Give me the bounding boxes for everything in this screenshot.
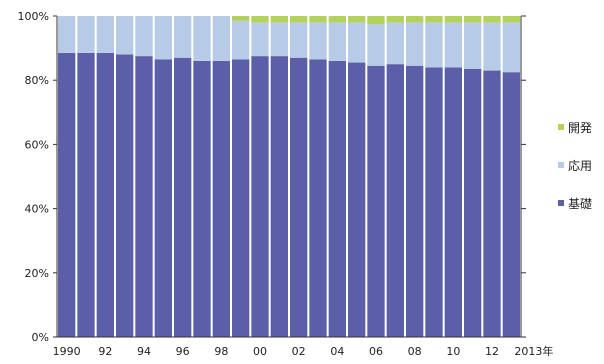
bar-2013-series-2: [502, 16, 520, 23]
x-end-label: 2013年: [514, 344, 553, 358]
bar-94-series-0: [135, 56, 153, 338]
bar-99-series-2: [232, 16, 250, 21]
bar-10-series-1: [444, 22, 462, 68]
bar-96-series-1: [174, 16, 192, 58]
legend-swatch: [558, 162, 564, 168]
bar-99-series-1: [232, 20, 250, 60]
bar-01-series-2: [270, 16, 288, 23]
bar-06-series-1: [367, 24, 385, 66]
bar-97-series-0: [193, 60, 211, 337]
bar-09-series-0: [425, 67, 443, 338]
bar-08-series-2: [406, 16, 424, 23]
bar-07-series-0: [386, 64, 404, 338]
bar-92-series-1: [96, 16, 114, 53]
bar-07-series-2: [386, 16, 404, 23]
bar-03-series-2: [309, 16, 327, 23]
y-tick-label: 60%: [25, 138, 49, 151]
x-tick-label: 08: [408, 345, 422, 358]
x-tick-label: 02: [292, 345, 306, 358]
axes-group: 0% 20% 40% 60% 80% 100% 1990 92 94 96 98 00 02 04 06 08…: [18, 10, 554, 358]
bar-09-series-1: [425, 22, 443, 68]
bar-95-series-1: [154, 16, 172, 60]
bar-11-series-0: [464, 68, 482, 337]
bar-98-series-0: [212, 60, 230, 337]
x-tick-label: 1990: [53, 345, 81, 358]
bar-95-series-0: [154, 59, 172, 337]
bar-02-series-2: [290, 16, 308, 23]
bar-08-series-1: [406, 22, 424, 66]
x-tick-label: 94: [137, 345, 151, 358]
bar-12-series-0: [483, 70, 501, 337]
bar-08-series-0: [406, 65, 424, 337]
bar-91-series-0: [77, 52, 95, 338]
bar-11-series-1: [464, 22, 482, 69]
bar-2013-series-0: [502, 72, 520, 338]
bar-01-series-1: [270, 22, 288, 57]
bar-05-series-0: [348, 62, 366, 338]
y-tick-label: 20%: [25, 267, 49, 280]
x-tick-label: 04: [330, 345, 344, 358]
bar-06-series-0: [367, 65, 385, 337]
bar-93-series-1: [116, 16, 134, 55]
y-tick-label: 80%: [25, 74, 49, 87]
bar-07-series-1: [386, 22, 404, 65]
bar-04-series-1: [328, 22, 346, 61]
x-tick-label: 12: [485, 345, 499, 358]
bar-05-series-1: [348, 22, 366, 63]
legend-label: 基礎: [568, 197, 592, 211]
bar-06-series-2: [367, 16, 385, 25]
bar-00-series-2: [251, 16, 269, 23]
bar-00-series-0: [251, 56, 269, 338]
legend-swatch: [558, 200, 564, 206]
bar-94-series-1: [135, 16, 153, 57]
y-tick-label: 100%: [18, 10, 49, 23]
x-tick-label: 98: [214, 345, 228, 358]
x-tick-label: 06: [369, 345, 383, 358]
bar-93-series-0: [116, 54, 134, 338]
y-tick-label: 0%: [32, 331, 49, 344]
bar-02-series-0: [290, 57, 308, 337]
bar-10-series-0: [444, 67, 462, 338]
bar-12-series-2: [483, 16, 501, 23]
legend-label: 開発: [568, 121, 592, 135]
bar-04-series-0: [328, 60, 346, 337]
x-tick-label: 00: [253, 345, 267, 358]
bar-04-series-2: [328, 16, 346, 23]
bar-03-series-1: [309, 22, 327, 60]
bar-99-series-0: [232, 59, 250, 337]
x-tick-label: 96: [176, 345, 190, 358]
legend-label: 応用: [568, 159, 592, 173]
bar-09-series-2: [425, 16, 443, 23]
y-tick-label: 40%: [25, 203, 49, 216]
bar-2013-series-1: [502, 22, 520, 73]
bar-92-series-0: [96, 52, 114, 338]
bar-96-series-0: [174, 57, 192, 337]
bar-11-series-2: [464, 16, 482, 23]
x-tick-label: 10: [446, 345, 460, 358]
bar-02-series-1: [290, 22, 308, 58]
bar-12-series-1: [483, 22, 501, 71]
bar-1990-series-1: [58, 16, 76, 53]
x-tick-label: 92: [98, 345, 112, 358]
bar-05-series-2: [348, 16, 366, 23]
bar-01-series-0: [270, 56, 288, 338]
bar-10-series-2: [444, 16, 462, 23]
bars-group: [58, 16, 520, 338]
bar-98-series-1: [212, 16, 230, 61]
bar-97-series-1: [193, 16, 211, 61]
bar-03-series-0: [309, 59, 327, 337]
legend-swatch: [558, 124, 564, 130]
bar-91-series-1: [77, 16, 95, 53]
bar-00-series-1: [251, 22, 269, 57]
bar-1990-series-0: [58, 52, 76, 338]
